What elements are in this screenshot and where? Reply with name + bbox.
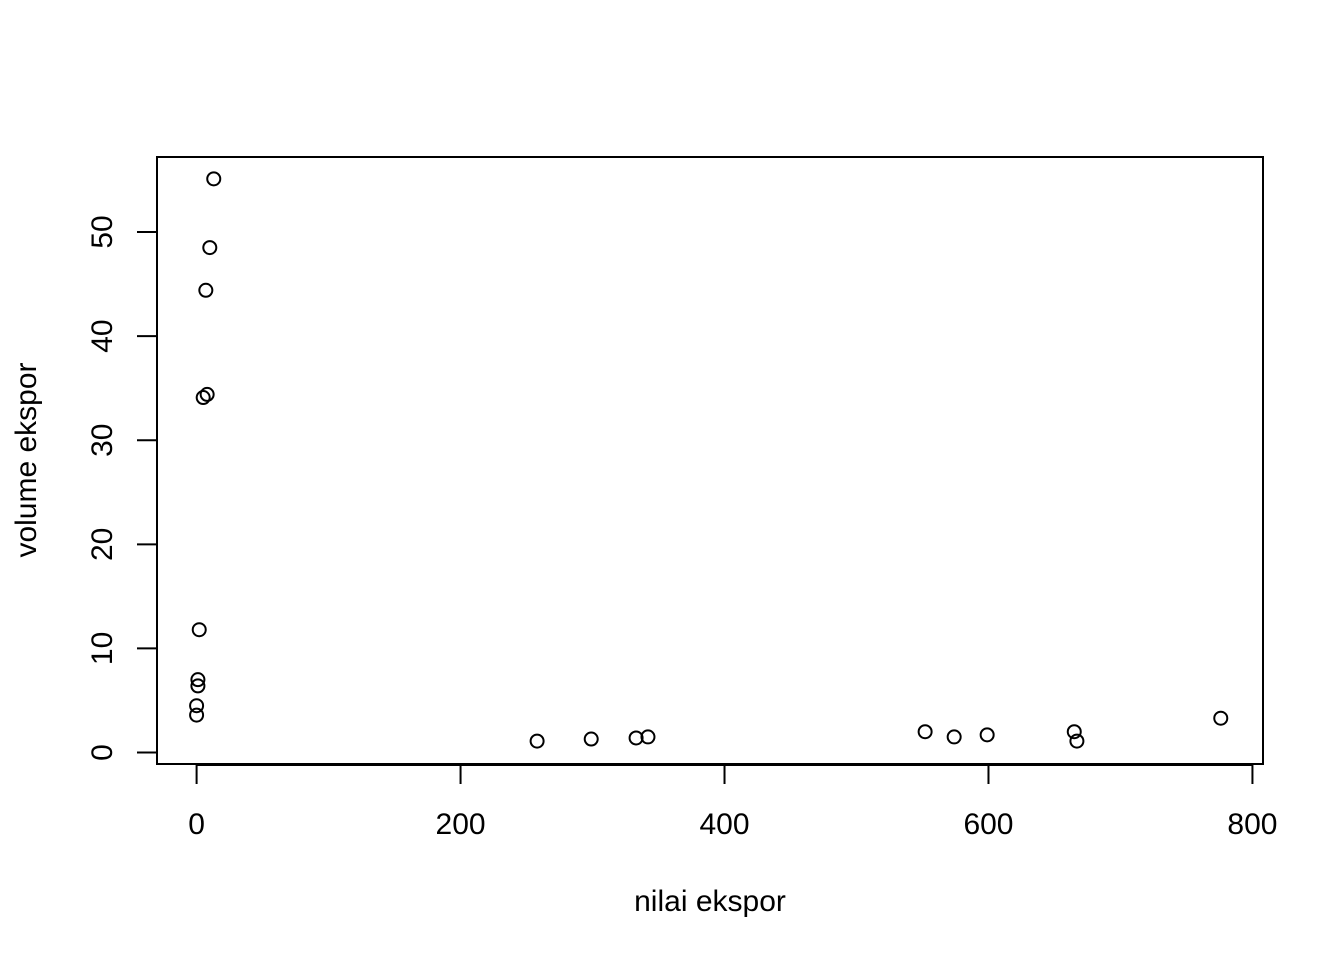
data-point [206,171,222,187]
data-point [529,733,545,749]
y-axis: 0 10 20 30 40 50 [86,215,158,761]
x-tick-label: 400 [699,808,749,841]
plot-frame [156,156,1264,765]
data-point [1213,710,1229,726]
y-axis-title: volume ekspor [10,362,43,557]
data-point [640,729,656,745]
x-tick-label: 800 [1227,808,1277,841]
data-point [628,730,644,746]
x-axis-title: nilai ekspor [634,885,786,918]
data-point [191,622,207,638]
y-tick-label: 50 [86,215,119,248]
x-tick-label: 600 [963,808,1013,841]
y-tick-label: 30 [86,424,119,457]
data-point [189,698,205,714]
data-point [198,282,214,298]
data-point [1066,724,1082,740]
data-point [917,724,933,740]
data-point [189,707,205,723]
x-axis: 0 200 400 600 800 [188,764,1277,841]
data-point [190,672,206,688]
data-point [199,386,215,402]
y-tick-label: 20 [86,528,119,561]
data-point [583,731,599,747]
data-points [189,171,1229,749]
data-point [979,727,995,743]
data-point [202,240,218,256]
data-point [190,678,206,694]
y-tick-label: 0 [86,744,119,761]
data-point [946,729,962,745]
x-tick-label: 200 [436,808,486,841]
data-point [195,390,211,406]
y-tick-label: 40 [86,319,119,352]
x-tick-label: 0 [188,808,205,841]
data-point [1069,733,1085,749]
y-tick-label: 10 [86,632,119,665]
